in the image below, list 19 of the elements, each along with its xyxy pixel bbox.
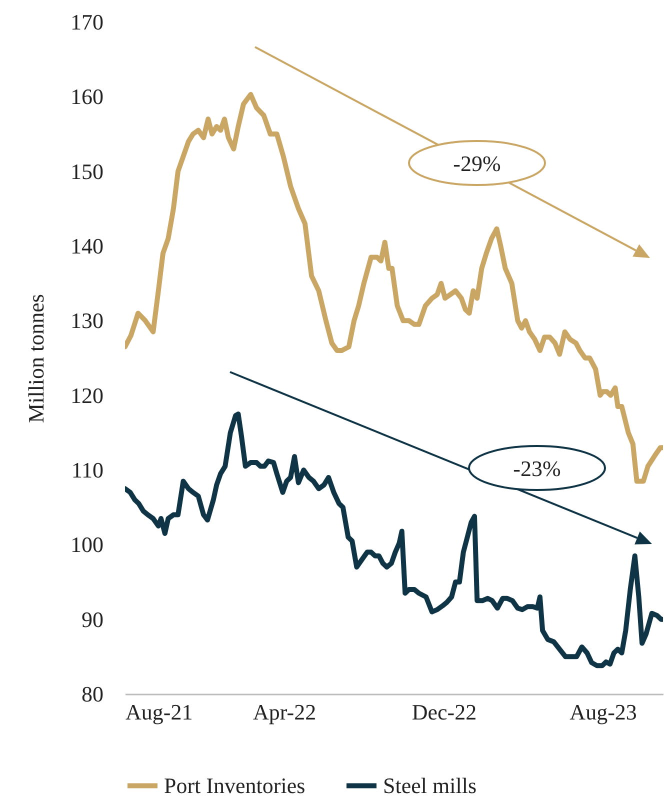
legend-label: Port Inventories (164, 772, 306, 797)
y-tick-label: 100 (70, 532, 104, 558)
annotation: -23% (513, 456, 561, 481)
y-tick-label: 140 (70, 234, 104, 258)
x-tick-label: Apr-22 (252, 700, 316, 724)
x-tick-label: Aug-21 (126, 700, 193, 724)
x-tick-label: Aug-23 (570, 700, 637, 724)
y-tick-label: 150 (70, 158, 104, 184)
y-tick-label: 90 (82, 606, 104, 632)
annotation: -29% (453, 151, 501, 176)
y-tick-label: 120 (70, 382, 104, 408)
y-tick-label: 110 (71, 458, 104, 482)
x-tick-label: Dec-22 (412, 700, 477, 724)
y-axis-title: Million tonnes (24, 294, 48, 423)
legend-label: Steel mills (383, 772, 476, 797)
y-tick-label: 80 (82, 682, 104, 706)
y-tick-label: 170 (70, 10, 104, 34)
y-tick-label: 130 (70, 308, 104, 334)
y-tick-label: 160 (70, 84, 104, 110)
